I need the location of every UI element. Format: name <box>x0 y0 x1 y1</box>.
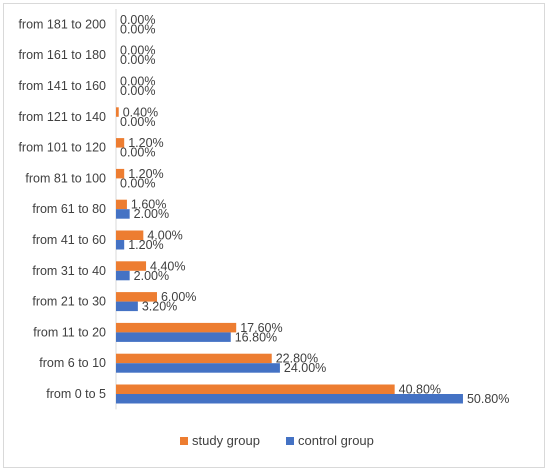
bar-control-group <box>116 332 231 342</box>
data-label-study-group: 4.00% <box>147 229 182 243</box>
category-label: from 81 to 100 <box>25 171 106 185</box>
data-label-study-group: 0.00% <box>120 75 155 89</box>
data-label-study-group: 1.20% <box>128 136 163 150</box>
data-label-study-group: 1.60% <box>131 198 166 212</box>
data-label-study-group: 0.40% <box>123 105 158 119</box>
category-label: from 181 to 200 <box>18 17 106 31</box>
bar-study-group <box>116 199 127 210</box>
bar-study-group <box>116 138 125 148</box>
bar-study-group <box>116 168 125 179</box>
data-label-study-group: 4.40% <box>150 259 185 273</box>
legend-label-study-group: study group <box>192 433 260 448</box>
data-label-study-group: 0.00% <box>120 44 155 58</box>
bar-study-group <box>116 353 272 364</box>
bar-control-group <box>116 209 130 219</box>
bar-control-group <box>116 301 138 312</box>
data-label-study-group: 6.00% <box>161 290 196 304</box>
bar-study-group <box>116 230 144 240</box>
bar-control-group <box>116 240 125 250</box>
legend-swatch-study-group <box>180 437 188 445</box>
data-label-study-group: 1.20% <box>128 167 163 181</box>
data-label-control-group: 2.00% <box>134 207 169 221</box>
data-label-control-group: 0.00% <box>120 115 155 129</box>
data-label-control-group: 24.00% <box>284 361 326 375</box>
bar-control-group <box>116 270 130 281</box>
category-label: from 161 to 180 <box>18 48 106 62</box>
plot-area: from 0 to 5 40.80% 50.80% from 6 to 10 22.80… <box>18 9 509 410</box>
category-label: from 41 to 60 <box>32 233 106 247</box>
chart-frame: from 0 to 5 40.80% 50.80% from 6 to 10 22.80… <box>3 3 545 468</box>
bar-control-group <box>116 363 280 373</box>
data-label-control-group: 50.80% <box>467 392 509 406</box>
data-label-control-group: 0.00% <box>120 176 155 190</box>
data-label-control-group: 0.00% <box>120 146 155 160</box>
data-label-control-group: 0.00% <box>120 53 155 67</box>
bar-study-group <box>116 292 157 302</box>
category-label: from 101 to 120 <box>18 141 106 155</box>
bar-study-group <box>116 107 119 117</box>
data-label-control-group: 16.80% <box>235 330 277 344</box>
data-label-control-group: 1.20% <box>128 238 163 252</box>
legend: study group control group <box>180 433 374 448</box>
category-label: from 0 to 5 <box>46 387 106 401</box>
bar-study-group <box>116 322 237 333</box>
category-label: from 121 to 140 <box>18 110 106 124</box>
category-label: from 11 to 20 <box>33 325 106 339</box>
bar-control-group <box>116 394 463 404</box>
bar-study-group <box>116 261 147 271</box>
data-label-study-group: 40.80% <box>399 383 441 397</box>
data-label-control-group: 0.00% <box>120 22 155 36</box>
category-label: from 141 to 160 <box>18 79 106 93</box>
category-label: from 6 to 10 <box>39 356 106 370</box>
category-label: from 31 to 40 <box>32 264 106 278</box>
bar-study-group <box>116 384 395 394</box>
data-label-study-group: 0.00% <box>120 13 155 27</box>
data-label-control-group: 2.00% <box>134 269 169 283</box>
data-label-study-group: 22.80% <box>276 352 318 366</box>
legend-swatch-control-group <box>286 437 294 445</box>
category-label: from 61 to 80 <box>32 202 106 216</box>
bar-chart: from 0 to 5 40.80% 50.80% from 6 to 10 22.80… <box>18 9 509 448</box>
data-label-control-group: 0.00% <box>120 84 155 98</box>
legend-label-control-group: control group <box>298 433 374 448</box>
category-label: from 21 to 30 <box>32 295 106 309</box>
data-label-control-group: 3.20% <box>142 300 177 314</box>
data-label-study-group: 17.60% <box>240 321 282 335</box>
